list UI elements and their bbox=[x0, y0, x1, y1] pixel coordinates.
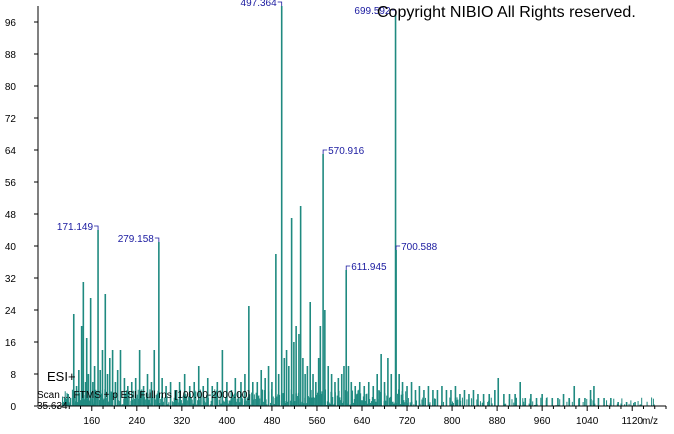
peak-label: 611.945 bbox=[351, 262, 387, 273]
y-tick-label: 56 bbox=[5, 178, 17, 189]
x-tick-label: 240 bbox=[128, 416, 145, 427]
y-tick-label: 88 bbox=[5, 50, 17, 61]
peak-labels: 171.149 279.158 497.364 570.916 611.945 699.5… bbox=[57, 0, 438, 273]
y-ticks: 0 8 16 24 32 40 48 56 64 72 80 88 96 bbox=[5, 18, 38, 413]
x-tick-label: 560 bbox=[309, 416, 326, 427]
peak-label: 279.158 bbox=[118, 234, 155, 245]
y-tick-label: 72 bbox=[5, 114, 17, 125]
y-tick-label: 40 bbox=[5, 242, 17, 253]
x-tick-label: 1040 bbox=[576, 416, 599, 427]
x-tick-label: 320 bbox=[174, 416, 191, 427]
x-tick-label: 160 bbox=[83, 416, 100, 427]
y-tick-label: 24 bbox=[5, 306, 17, 317]
y-tick-label: 48 bbox=[5, 210, 17, 221]
scan-info-label: Scan ... FTMS + p ESI Full ms [100.00-20… bbox=[37, 390, 251, 401]
peak-label: 497.364 bbox=[241, 0, 278, 9]
x-tick-label: 960 bbox=[534, 416, 551, 427]
y-tick-label: 0 bbox=[10, 402, 16, 413]
peak-bars bbox=[64, 6, 636, 406]
peak-label-bracket bbox=[322, 149, 328, 154]
y-tick-label: 32 bbox=[5, 274, 17, 285]
x-tick-label: 640 bbox=[354, 416, 371, 427]
peak-label-bracket bbox=[154, 237, 160, 242]
ion-mode-label: ESI+ bbox=[47, 369, 76, 384]
x-tick-label: 480 bbox=[264, 416, 281, 427]
y-tick-label: 64 bbox=[5, 146, 17, 157]
y-tick-label: 16 bbox=[5, 338, 17, 349]
copyright-notice: Copyright NIBIO All Rights reserved. bbox=[377, 4, 636, 21]
peak-label-bracket bbox=[94, 225, 99, 230]
x-tick-label: 800 bbox=[444, 416, 461, 427]
y-tick-label: 80 bbox=[5, 82, 17, 93]
peak-label: 171.149 bbox=[57, 222, 94, 233]
peak-label-bracket bbox=[345, 265, 351, 270]
x-axis-label: m/z bbox=[642, 416, 658, 427]
retention-time-label: 35.634 bbox=[37, 401, 68, 412]
x-tick-label: 880 bbox=[489, 416, 506, 427]
peak-label: 570.916 bbox=[328, 146, 365, 157]
x-ticks: 160 240 320 400 480 560 640 720 800 880 960 1040 112… bbox=[57, 406, 667, 427]
x-tick-label: 1120 bbox=[621, 416, 643, 427]
peak-label: 699.592 bbox=[354, 6, 391, 17]
peak-label: 700.588 bbox=[401, 242, 438, 253]
x-tick-label: 720 bbox=[399, 416, 416, 427]
peak-label-bracket bbox=[395, 245, 401, 250]
peak-label-bracket bbox=[391, 9, 396, 14]
y-tick-label: 8 bbox=[10, 370, 16, 381]
x-tick-label: 400 bbox=[219, 416, 236, 427]
peak-label-bracket bbox=[277, 1, 283, 6]
y-tick-label: 96 bbox=[5, 18, 17, 29]
